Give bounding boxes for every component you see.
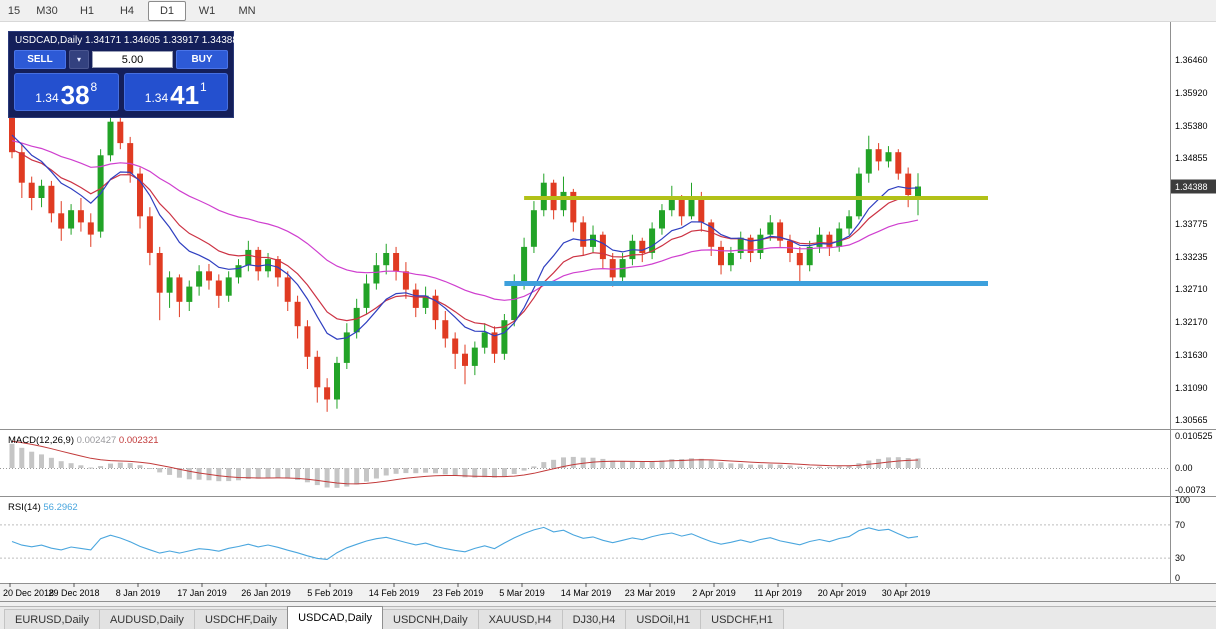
tab-eurusd-daily[interactable]: EURUSD,Daily xyxy=(4,609,100,629)
svg-text:1.35380: 1.35380 xyxy=(1175,121,1208,131)
rsi-axis[interactable]: 100 70 30 0 xyxy=(1175,495,1190,583)
bid-price-pips: 38 xyxy=(60,80,90,110)
bid-price-prefix: 1.34 xyxy=(35,91,59,105)
timeframe-h1[interactable]: H1 xyxy=(79,4,95,17)
svg-text:30 Apr 2019: 30 Apr 2019 xyxy=(882,588,931,598)
svg-text:2 Apr 2019: 2 Apr 2019 xyxy=(692,588,736,598)
svg-text:70: 70 xyxy=(1175,520,1185,530)
svg-text:20 Apr 2019: 20 Apr 2019 xyxy=(818,588,867,598)
timeframe-w1[interactable]: W1 xyxy=(198,4,216,17)
tab-audusd-daily[interactable]: AUDUSD,Daily xyxy=(98,609,195,629)
price-axis[interactable]: 1.36460 1.35920 1.35380 1.34855 1.33775 1.332… xyxy=(1175,55,1208,425)
macd-axis[interactable]: 0.010525 0.00 -0.0073 xyxy=(1175,431,1213,495)
svg-text:23 Feb 2019: 23 Feb 2019 xyxy=(433,588,484,598)
svg-text:30: 30 xyxy=(1175,553,1185,563)
pane-separators xyxy=(0,22,1216,602)
one-click-trading-panel: USDCAD,Daily 1.34171 1.34605 1.33917 1.3… xyxy=(8,31,238,118)
svg-text:5 Feb 2019: 5 Feb 2019 xyxy=(307,588,353,598)
svg-text:0.00: 0.00 xyxy=(1175,463,1193,473)
lot-size-input[interactable] xyxy=(92,51,173,68)
svg-text:0.010525: 0.010525 xyxy=(1175,431,1213,441)
ask-price-prefix: 1.34 xyxy=(144,91,169,105)
svg-text:MACD(12,26,9) 0.002427 0.00232: MACD(12,26,9) 0.002427 0.002321 xyxy=(8,435,159,446)
svg-text:1.35920: 1.35920 xyxy=(1175,88,1208,98)
svg-text:1.31090: 1.31090 xyxy=(1175,383,1208,393)
svg-text:1.33775: 1.33775 xyxy=(1175,219,1208,229)
macd-histogram xyxy=(9,443,921,488)
timeframe-m30[interactable]: M30 xyxy=(36,4,58,17)
trade-controls-row: SELL ▾ BUY xyxy=(14,50,228,69)
timeframe-mn[interactable]: MN xyxy=(238,4,256,17)
svg-text:14 Feb 2019: 14 Feb 2019 xyxy=(369,588,420,598)
ask-price-pipette: 1 xyxy=(200,80,207,94)
svg-text:1.31630: 1.31630 xyxy=(1175,350,1208,360)
macd-signal-line xyxy=(11,440,919,485)
svg-text:1.33235: 1.33235 xyxy=(1175,252,1208,262)
svg-text:0: 0 xyxy=(1175,573,1180,583)
svg-text:23 Mar 2019: 23 Mar 2019 xyxy=(625,588,676,598)
tab-dj30-h4[interactable]: DJ30,H4 xyxy=(561,609,627,629)
bid-price-button[interactable]: 1.34 38 8 xyxy=(14,73,119,111)
svg-text:100: 100 xyxy=(1175,495,1190,505)
svg-text:1.32710: 1.32710 xyxy=(1175,284,1208,294)
svg-text:RSI(14) 56.2962: RSI(14) 56.2962 xyxy=(8,502,78,513)
ma-slow-line xyxy=(11,140,919,301)
tab-usdchf-h1[interactable]: USDCHF,H1 xyxy=(700,609,784,629)
svg-text:26 Jan 2019: 26 Jan 2019 xyxy=(241,588,291,598)
svg-text:1.34388: 1.34388 xyxy=(1175,182,1208,192)
trade-prices-row: 1.34 38 8 1.34 41 1 xyxy=(14,73,228,111)
macd-pane-label: MACD(12,26,9) 0.002427 0.002321 xyxy=(8,435,159,446)
svg-text:11 Apr 2019: 11 Apr 2019 xyxy=(754,588,802,598)
chart-title: USDCAD,Daily 1.34171 1.34605 1.33917 1.3… xyxy=(15,35,238,46)
tab-usdcnh-daily[interactable]: USDCNH,Daily xyxy=(382,609,479,629)
tab-usdoil-h1[interactable]: USDOil,H1 xyxy=(625,609,702,629)
svg-text:1.34855: 1.34855 xyxy=(1175,153,1208,163)
svg-text:14 Mar 2019: 14 Mar 2019 xyxy=(561,588,612,598)
bid-price-pipette: 8 xyxy=(90,80,98,94)
timeframe-m15[interactable]: 15 xyxy=(7,4,21,17)
chevron-down-icon: ▾ xyxy=(76,55,81,64)
sell-button[interactable]: SELL xyxy=(14,50,66,69)
svg-text:1.32170: 1.32170 xyxy=(1175,317,1208,327)
rsi-level-lines xyxy=(0,524,1170,559)
ma-fast-line xyxy=(11,134,919,340)
timeframe-toolbar: 15 M30 H1 H4 D1 W1 MN xyxy=(0,0,1216,22)
tab-usdchf-daily[interactable]: USDCHF,Daily xyxy=(193,609,289,629)
timeframe-d1[interactable]: D1 xyxy=(148,0,186,21)
svg-text:17 Jan 2019: 17 Jan 2019 xyxy=(177,588,227,598)
svg-text:29 Dec 2018: 29 Dec 2018 xyxy=(48,588,99,598)
rsi-pane-label: RSI(14) 56.2962 xyxy=(8,502,78,513)
tab-usdcad-daily[interactable]: USDCAD,Daily xyxy=(287,606,384,629)
svg-text:-0.0073: -0.0073 xyxy=(1175,485,1206,495)
ma-medium-line xyxy=(11,149,919,329)
svg-text:1.30565: 1.30565 xyxy=(1175,415,1208,425)
current-price-badge: 1.34388 xyxy=(1171,179,1216,194)
svg-text:1.36460: 1.36460 xyxy=(1175,55,1208,65)
rsi-line xyxy=(11,526,919,560)
svg-text:8 Jan 2019: 8 Jan 2019 xyxy=(116,588,161,598)
svg-text:20 Dec 2018: 20 Dec 2018 xyxy=(3,588,54,598)
candles-layer xyxy=(9,103,921,412)
ask-price-pips: 41 xyxy=(170,80,200,110)
buy-button[interactable]: BUY xyxy=(176,50,228,69)
timeframe-h4[interactable]: H4 xyxy=(119,4,135,17)
tab-xauusd-h4[interactable]: XAUUSD,H4 xyxy=(477,609,563,629)
lot-dropdown-button[interactable]: ▾ xyxy=(69,50,89,69)
ask-price-button[interactable]: 1.34 41 1 xyxy=(123,73,228,111)
svg-text:5 Mar 2019: 5 Mar 2019 xyxy=(499,588,545,598)
chart-tabs-bar: EURUSD,Daily AUDUSD,Daily USDCHF,Daily U… xyxy=(0,606,1216,629)
